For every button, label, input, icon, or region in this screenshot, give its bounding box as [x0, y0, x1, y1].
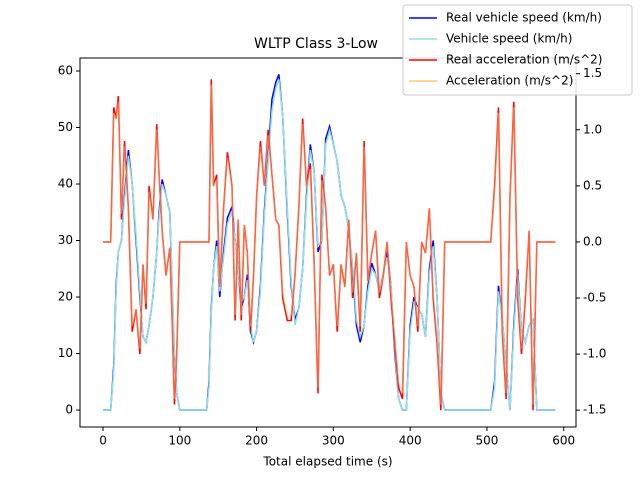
x-tick-label: 200 — [245, 434, 268, 448]
x-tick-label: 0 — [99, 434, 107, 448]
x-tick-label: 600 — [552, 434, 575, 448]
legend-box — [402, 4, 633, 96]
series-line — [103, 79, 556, 411]
series-line — [103, 84, 556, 405]
x-axis-label: Total elapsed time (s) — [262, 455, 392, 469]
y2-tick-label: 0.5 — [583, 178, 602, 192]
y-tick-label: 60 — [58, 63, 73, 77]
y2-tick-label: -1.5 — [583, 403, 606, 417]
y-tick-label: 30 — [58, 233, 73, 247]
chart-title: WLTP Class 3-Low — [254, 36, 378, 52]
legend-label: Vehicle speed (km/h) — [446, 32, 572, 46]
y-tick-label: 50 — [58, 120, 73, 134]
y2-tick-label: -0.5 — [583, 291, 606, 305]
y-tick-label: 40 — [58, 177, 73, 191]
x-tick-label: 300 — [322, 434, 345, 448]
axes-frame — [79, 57, 577, 428]
y2-tick-label: 1.5 — [583, 66, 602, 80]
y2-tick-label: -1.0 — [583, 347, 606, 361]
plot-area — [103, 74, 556, 411]
y-tick-label: 10 — [58, 346, 73, 360]
y2-tick-label: 1.0 — [583, 122, 602, 136]
y2-tick-label: 0.0 — [583, 234, 602, 248]
y-tick-label: 0 — [65, 403, 73, 417]
x-tick-label: 100 — [168, 434, 191, 448]
legend-label: Real vehicle speed (km/h) — [446, 11, 602, 25]
legend: Real vehicle speed (km/h) Vehicle speed (… — [402, 4, 633, 96]
legend-label: Real acceleration (m/s^2) — [446, 53, 602, 67]
x-tick-label: 500 — [475, 434, 498, 448]
legend-label: Acceleration (m/s^2) — [446, 74, 573, 88]
x-tick-label: 400 — [399, 434, 422, 448]
y-tick-label: 20 — [58, 290, 73, 304]
